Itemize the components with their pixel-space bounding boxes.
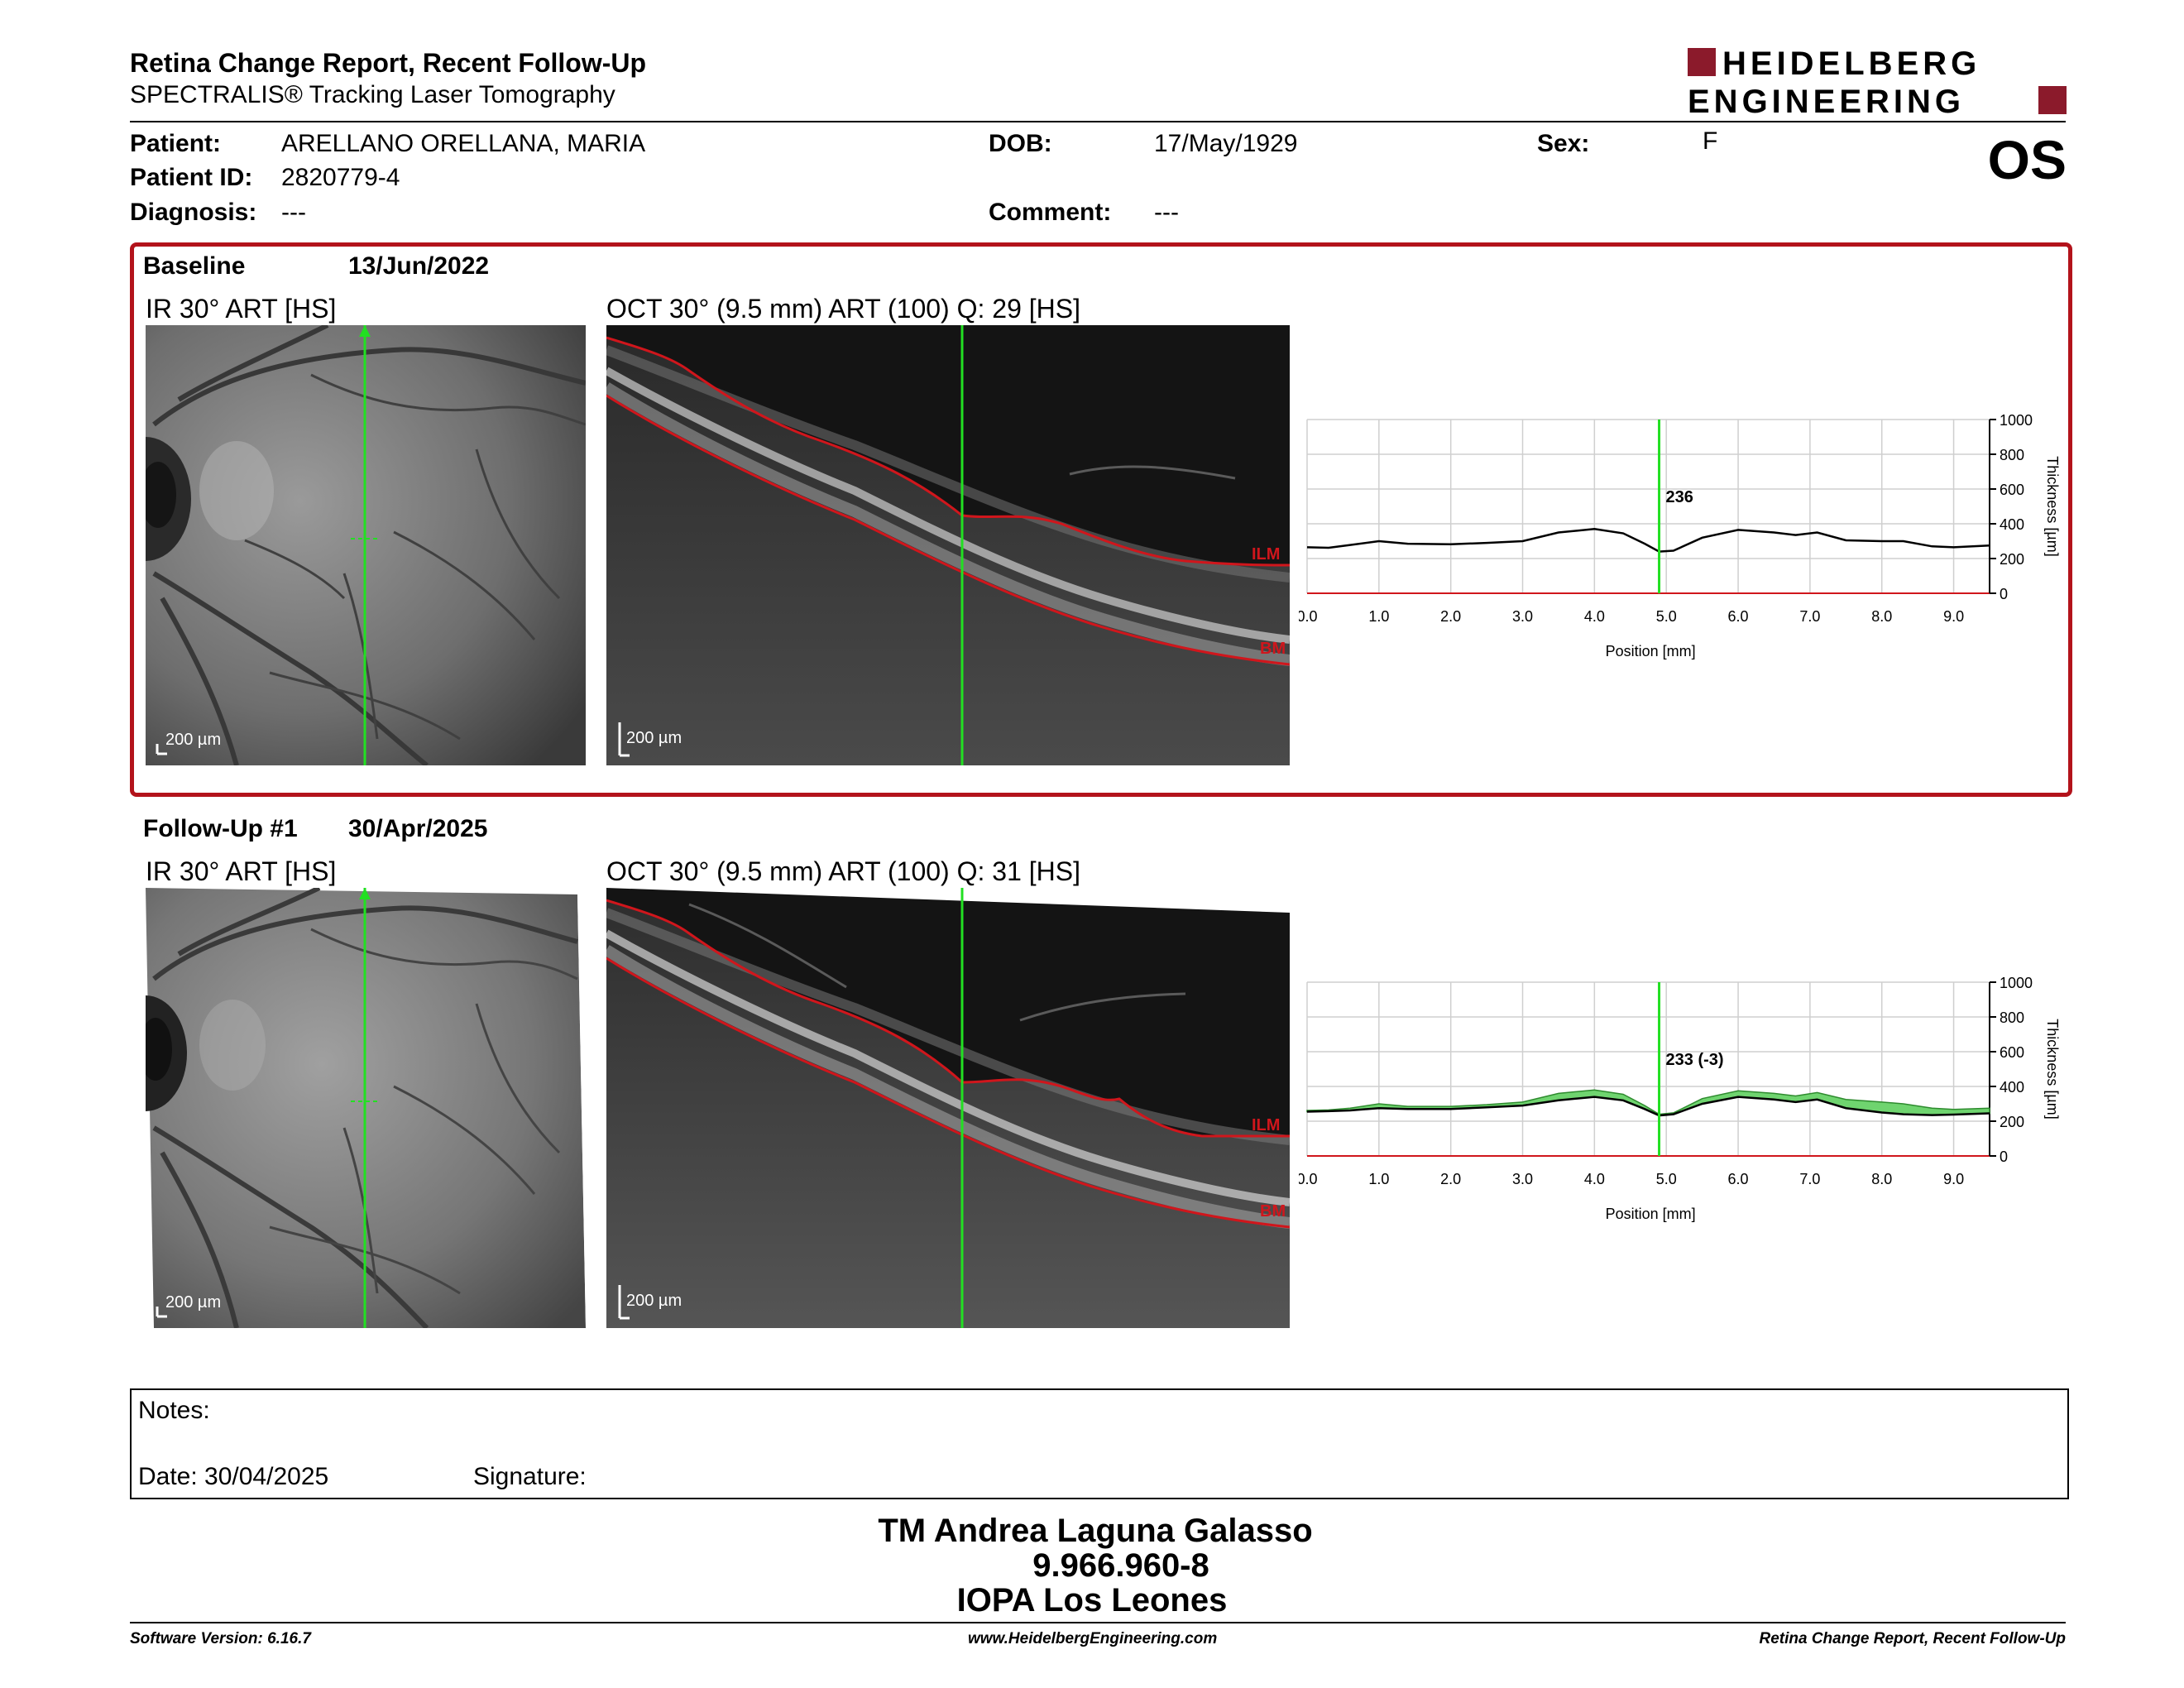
marker-value-label: 233 (-3) <box>1666 1051 1724 1069</box>
y-tick-label: 600 <box>2000 1044 2024 1061</box>
y-tick-label: 200 <box>2000 551 2024 568</box>
marker-value-label: 236 <box>1666 488 1693 506</box>
notes-box[interactable]: Notes: Date: 30/04/2025 Signature: <box>130 1388 2069 1499</box>
footer-report-name: Retina Change Report, Recent Follow-Up <box>1759 1630 2066 1647</box>
followup-ir-image[interactable]: 200 µm <box>104 885 586 1331</box>
comment-label: Comment: <box>989 199 1112 226</box>
x-tick-label: 2.0 <box>1440 1171 1461 1187</box>
baseline-oct-image[interactable]: ILM BM 200 µm <box>606 325 1290 765</box>
x-axis-label: Position [mm] <box>1606 643 1696 659</box>
x-tick-label: 5.0 <box>1656 1171 1677 1187</box>
x-tick-label: 8.0 <box>1871 608 1892 625</box>
x-tick-label: 0.0 <box>1299 608 1318 625</box>
baseline-frame <box>130 242 2072 797</box>
followup-oct-scale: 200 µm <box>626 1292 682 1310</box>
x-tick-label: 3.0 <box>1512 608 1533 625</box>
x-tick-label: 4.0 <box>1584 1171 1605 1187</box>
x-tick-label: 0.0 <box>1299 1171 1318 1187</box>
patient-label: Patient: <box>130 130 222 157</box>
baseline-ir-scale: 200 µm <box>165 731 222 749</box>
y-tick-label: 800 <box>2000 447 2024 463</box>
thickness-line <box>1306 528 1990 553</box>
patient-id-value: 2820779-4 <box>281 164 400 191</box>
signature-id: 9.966.960-8 <box>1032 1547 1209 1584</box>
y-tick-label: 400 <box>2000 1079 2024 1096</box>
x-tick-label: 3.0 <box>1512 1171 1533 1187</box>
x-tick-label: 5.0 <box>1656 608 1677 625</box>
report-subtitle: SPECTRALIS® Tracking Laser Tomography <box>130 81 615 108</box>
signature-name: TM Andrea Laguna Galasso <box>878 1513 1313 1549</box>
logo-line2: ENGINEERING <box>1688 84 1965 117</box>
followup-ir-scale: 200 µm <box>165 1293 222 1312</box>
y-tick-label: 800 <box>2000 1009 2024 1026</box>
footer-rule <box>130 1622 2066 1623</box>
baseline-ir-image[interactable]: 200 µm <box>146 325 586 765</box>
y-tick-label: 200 <box>2000 1114 2024 1130</box>
y-axis-label: Thickness [µm] <box>2044 456 2061 556</box>
sex-label: Sex: <box>1537 130 1590 157</box>
x-tick-label: 1.0 <box>1368 1171 1389 1187</box>
comment-value: --- <box>1154 199 1179 226</box>
baseline-thickness-chart: 0 200 400 600 800 1000 0.0 1.0 2.0 3.0 4.0 5.0 6.0 7.… <box>1299 412 2061 659</box>
followup-date: 30/Apr/2025 <box>348 815 488 842</box>
x-tick-label: 8.0 <box>1871 1171 1892 1187</box>
y-tick-label: 0 <box>2000 1149 2008 1165</box>
x-tick-label: 1.0 <box>1368 608 1389 625</box>
followup-oct-caption: OCT 30° (9.5 mm) ART (100) Q: 31 [HS] <box>606 856 1080 886</box>
logo-line1: HEIDELBERG <box>1722 46 1980 82</box>
notes-date: Date: 30/04/2025 <box>138 1463 329 1490</box>
x-tick-label: 2.0 <box>1440 608 1461 625</box>
baseline-oct-caption: OCT 30° (9.5 mm) ART (100) Q: 29 [HS] <box>606 294 1080 324</box>
baseline-oct-scale: 200 µm <box>626 729 682 747</box>
patient-name: ARELLANO ORELLANA, MARIA <box>281 130 646 157</box>
eye-indicator: OS <box>1987 129 2067 190</box>
followup-oct-image[interactable]: ILM BM 200 µm <box>603 888 1291 1328</box>
diagnosis-label: Diagnosis: <box>130 199 257 226</box>
y-tick-label: 600 <box>2000 482 2024 498</box>
baseline-ilm-label: ILM <box>1252 545 1280 563</box>
patient-id-label: Patient ID: <box>130 164 253 191</box>
heidelberg-logo: HEIDELBERG ENGINEERING <box>1688 46 2067 117</box>
report-title: Retina Change Report, Recent Follow-Up <box>130 48 647 78</box>
followup-thickness-chart: 0 200 400 600 800 1000 0.0 1.0 2.0 3.0 4.0 5.0 6.0 7.… <box>1299 975 2061 1222</box>
x-tick-label: 6.0 <box>1728 1171 1749 1187</box>
notes-label: Notes: <box>138 1397 210 1424</box>
baseline-ir-caption: IR 30° ART [HS] <box>146 294 337 324</box>
baseline-label: Baseline <box>143 252 246 280</box>
y-tick-label: 400 <box>2000 516 2024 533</box>
footer-software-version: Software Version: 6.16.7 <box>130 1630 311 1647</box>
signature-org: IOPA Los Leones <box>956 1582 1228 1618</box>
followup-bm-label: BM <box>1260 1202 1286 1220</box>
y-tick-label: 0 <box>2000 586 2008 602</box>
followup-ir-caption: IR 30° ART [HS] <box>146 856 337 886</box>
x-tick-label: 9.0 <box>1943 608 1964 625</box>
x-axis-label: Position [mm] <box>1606 1206 1696 1222</box>
y-tick-label: 1000 <box>2000 412 2033 429</box>
dob-value: 17/May/1929 <box>1154 130 1298 157</box>
x-tick-label: 7.0 <box>1799 1171 1820 1187</box>
x-tick-label: 9.0 <box>1943 1171 1964 1187</box>
sex-value: F <box>1703 127 1718 155</box>
header-rule <box>130 121 2066 122</box>
baseline-bm-label: BM <box>1260 640 1286 658</box>
x-tick-label: 7.0 <box>1799 608 1820 625</box>
diagnosis-value: --- <box>281 199 306 226</box>
followup-label: Follow-Up #1 <box>143 815 298 842</box>
footer-website-link[interactable]: www.HeidelbergEngineering.com <box>968 1630 1218 1647</box>
y-tick-label: 1000 <box>2000 975 2033 991</box>
followup-ilm-label: ILM <box>1252 1116 1280 1134</box>
y-axis-label: Thickness [µm] <box>2044 1019 2061 1119</box>
x-tick-label: 4.0 <box>1584 608 1605 625</box>
x-tick-label: 6.0 <box>1728 608 1749 625</box>
dob-label: DOB: <box>989 130 1052 157</box>
signature-label: Signature: <box>473 1463 587 1490</box>
baseline-date: 13/Jun/2022 <box>348 252 490 280</box>
